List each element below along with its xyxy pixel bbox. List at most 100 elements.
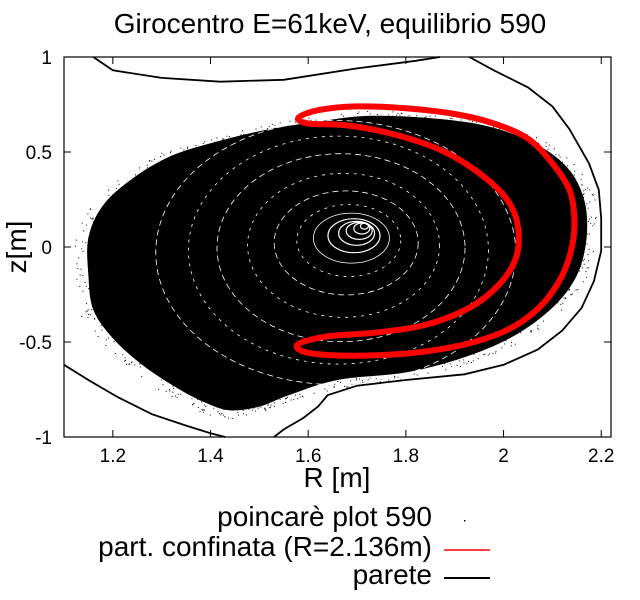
plot-frame [63, 56, 612, 438]
poincare-point [585, 189, 586, 191]
poincare-point [452, 121, 454, 123]
poincare-point [466, 363, 468, 365]
poincare-point [134, 364, 136, 366]
poincare-point [583, 193, 585, 195]
poincare-point [451, 117, 453, 119]
poincare-point [559, 156, 561, 158]
poincare-point [269, 407, 271, 409]
poincare-point [192, 404, 193, 406]
poincare-point [391, 115, 393, 117]
poincare-point [246, 414, 248, 416]
poincare-point [197, 398, 198, 400]
poincare-point [203, 409, 205, 411]
poincare-point [582, 281, 584, 283]
poincare-point [176, 396, 178, 398]
poincare-point [244, 134, 246, 136]
poincare-point [380, 379, 382, 381]
poincare-point [122, 354, 124, 356]
poincare-point [88, 288, 90, 290]
poincare-point [341, 113, 343, 115]
poincare-point [169, 152, 171, 154]
poincare-point [125, 360, 126, 361]
poincare-point [561, 161, 563, 163]
poincare-point [424, 116, 426, 118]
poincare-point [560, 303, 562, 305]
poincare-point [213, 407, 215, 409]
poincare-point [559, 159, 561, 161]
poincare-point [347, 386, 349, 388]
poincare-point [416, 374, 418, 376]
poincare-point [351, 383, 353, 385]
poincare-point [197, 406, 199, 408]
poincare-point [158, 388, 160, 390]
poincare-point [218, 413, 220, 415]
flux-surface [216, 153, 466, 343]
poincare-point [483, 354, 485, 356]
poincare-point [274, 124, 276, 126]
poincare-point [286, 397, 287, 399]
poincare-point [75, 239, 77, 241]
poincare-point-cloud [87, 115, 588, 411]
poincare-point [401, 113, 403, 114]
poincare-point [472, 360, 474, 362]
poincare-point [369, 113, 371, 115]
poincare-point [142, 171, 144, 173]
poincare-point [416, 115, 418, 117]
poincare-point [87, 314, 89, 315]
poincare-point [149, 160, 151, 162]
poincare-point [450, 118, 452, 120]
poincare-point [568, 289, 570, 290]
poincare-point [468, 360, 470, 362]
poincare-point [240, 135, 242, 137]
poincare-point [279, 398, 281, 400]
poincare-point [510, 345, 512, 347]
poincare-point [126, 363, 127, 365]
poincare-point [231, 418, 233, 419]
poincare-point [85, 311, 87, 313]
poincare-point [264, 408, 266, 410]
poincare-point [583, 194, 584, 196]
flux-surface [273, 190, 419, 296]
poincare-point [394, 377, 396, 379]
poincare-point [396, 114, 398, 116]
poincare-point [579, 270, 581, 272]
poincare-point [101, 329, 103, 331]
poincare-point [586, 276, 587, 278]
poincare-point [92, 218, 94, 220]
poincare-point [313, 392, 315, 394]
flux-surface [187, 135, 489, 365]
poincare-point [397, 113, 399, 115]
poincare-point [165, 390, 167, 392]
poincare-point [538, 328, 540, 330]
x-tick-label: 1.4 [197, 446, 224, 467]
poincare-point [548, 144, 550, 146]
poincare-point [189, 150, 191, 151]
poincare-point [444, 363, 446, 365]
poincare-point [242, 130, 243, 132]
poincare-point [451, 366, 453, 367]
poincare-point [209, 414, 211, 416]
poincare-point [574, 170, 576, 172]
poincare-point [135, 174, 136, 176]
poincare-point [590, 216, 592, 218]
poincare-point [82, 275, 84, 277]
poincare-point [124, 357, 126, 359]
poincare-point [399, 114, 401, 116]
poincare-point [397, 376, 399, 378]
poincare-point [583, 258, 585, 260]
poincare-point [223, 414, 225, 416]
poincare-point [77, 268, 79, 270]
poincare-point [76, 278, 78, 280]
poincare-point [573, 174, 575, 176]
poincare-point [586, 233, 588, 235]
poincare-point [394, 375, 395, 377]
poincare-point [243, 413, 244, 415]
poincare-point [108, 194, 110, 196]
poincare-point [537, 325, 539, 327]
poincare-point [287, 125, 289, 127]
poincare-point [131, 361, 133, 363]
poincare-point [248, 408, 250, 410]
poincare-point [488, 353, 490, 355]
poincare-point [574, 180, 576, 182]
poincare-point [264, 407, 266, 409]
